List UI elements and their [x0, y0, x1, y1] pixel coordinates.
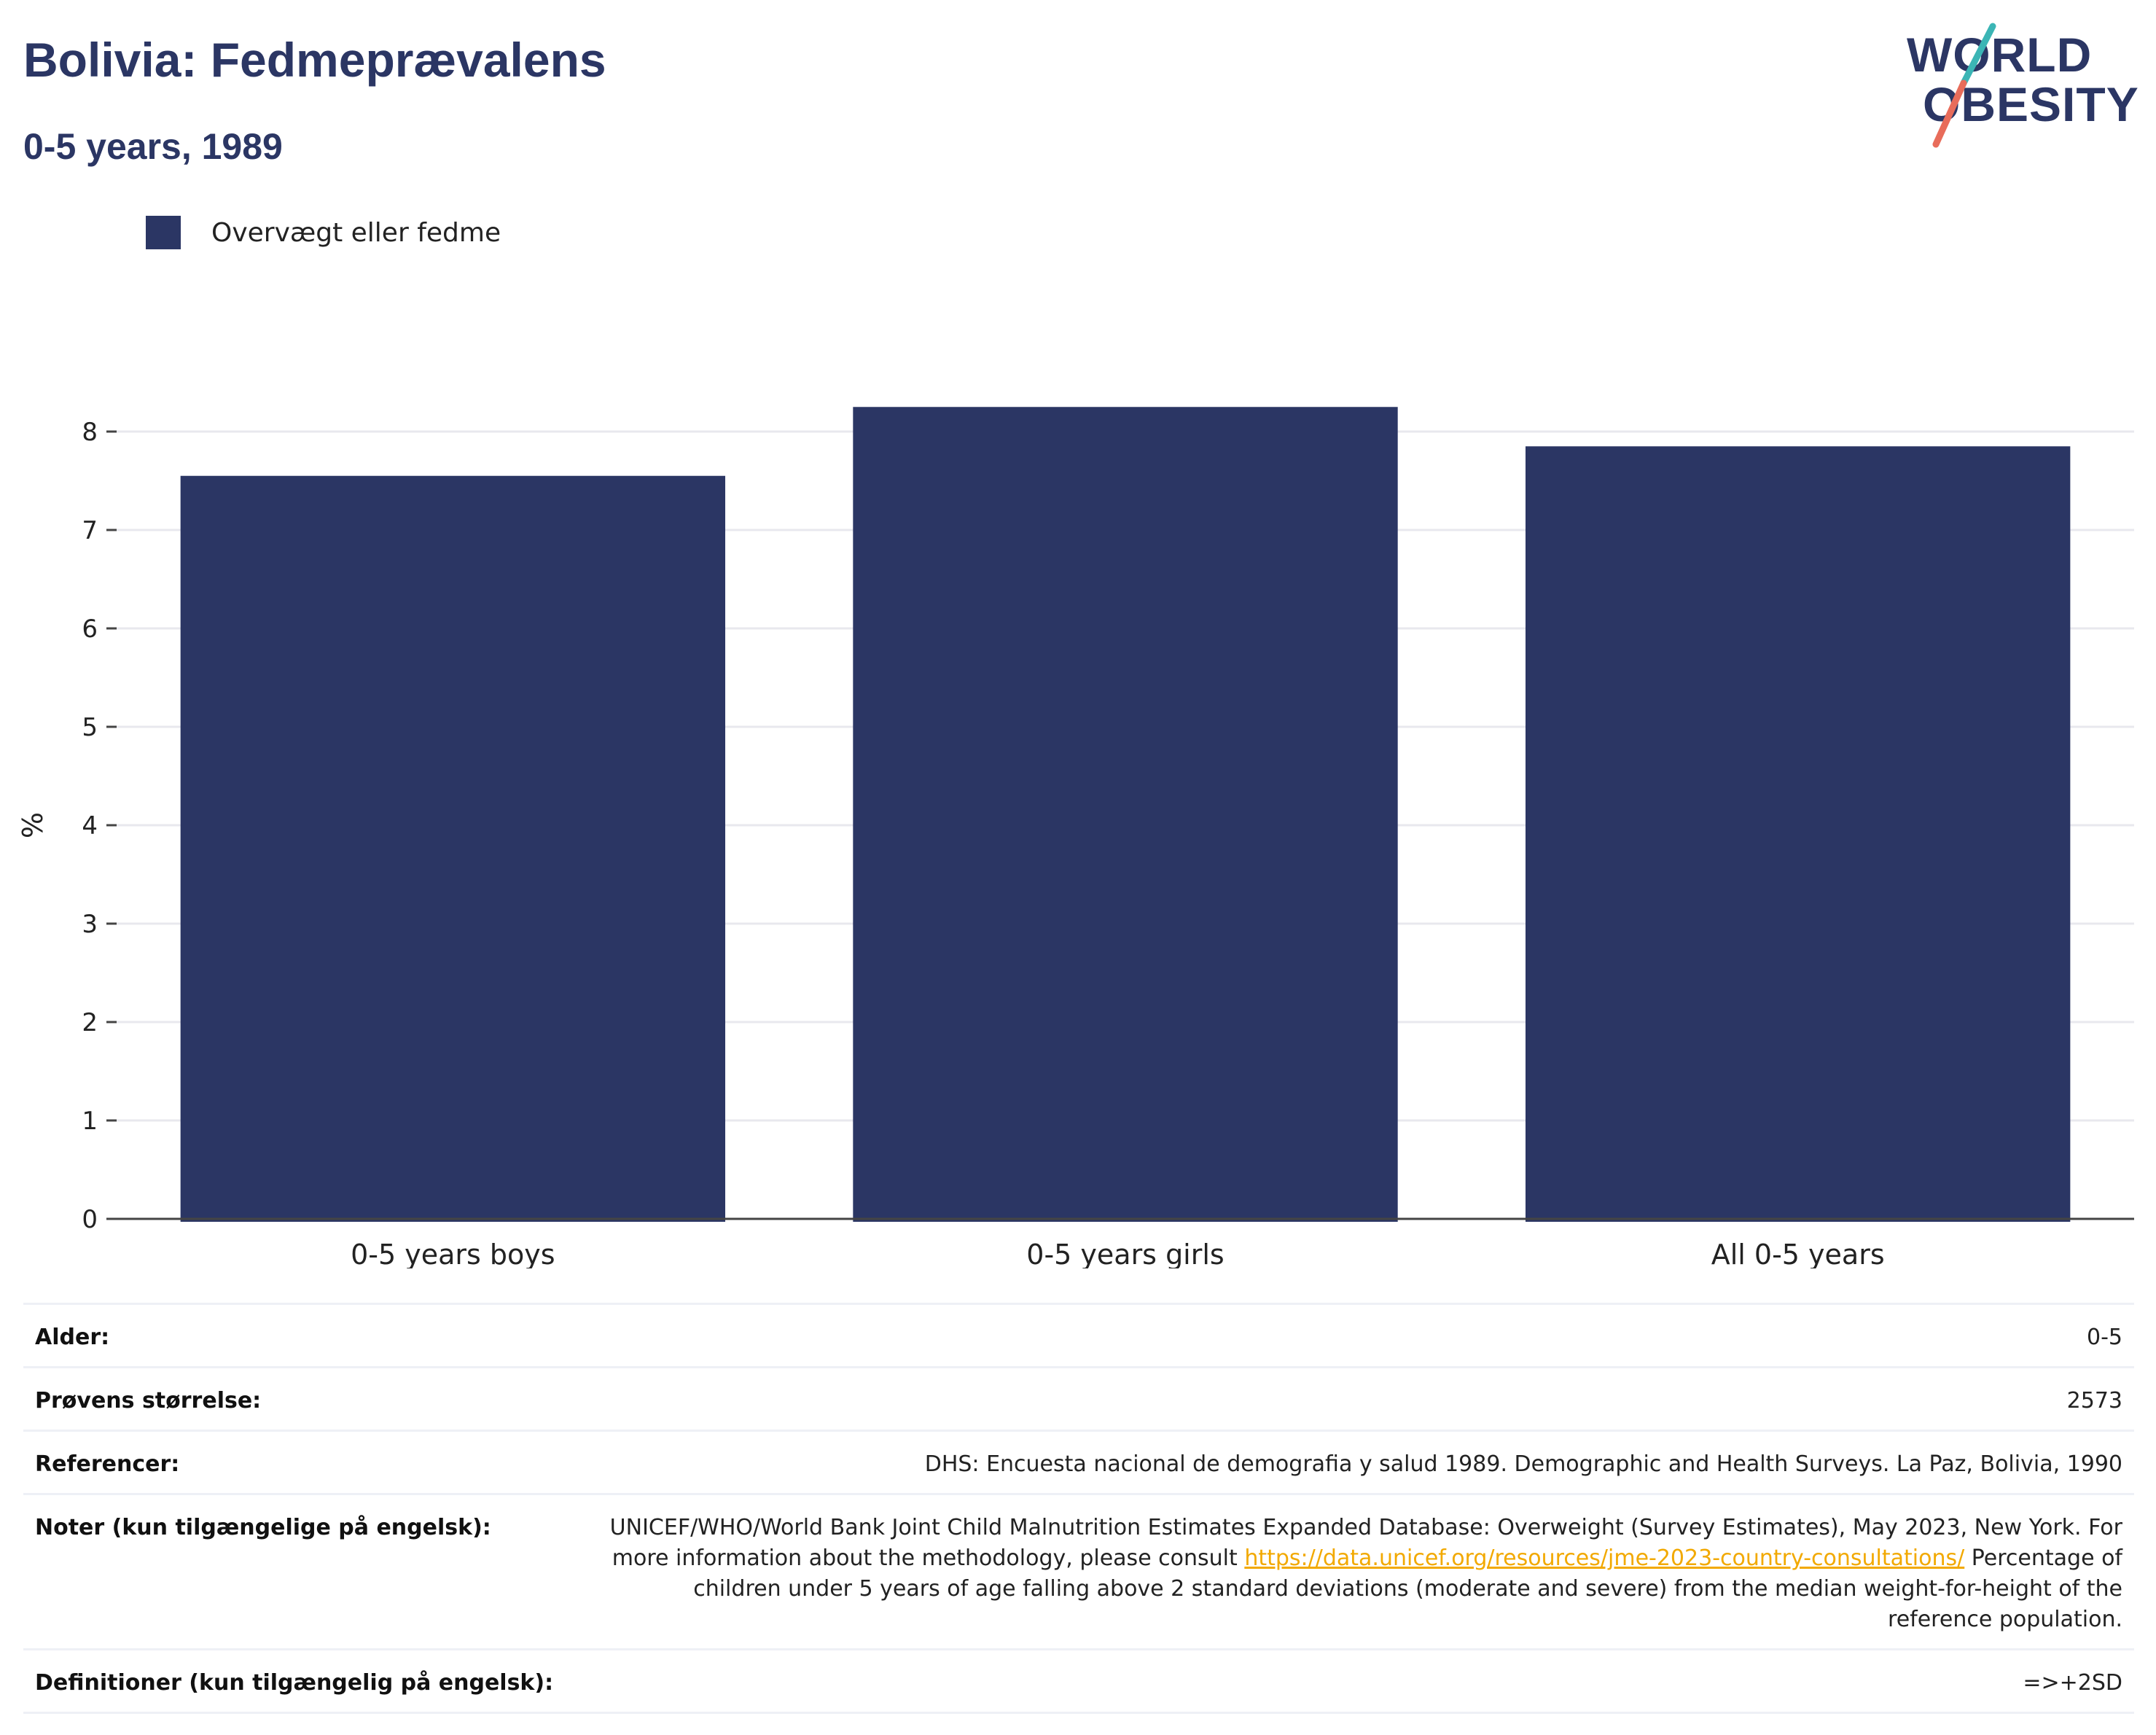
notes-definition-text: Percentage of children under 5 years of … [693, 1545, 2122, 1632]
info-row-references: Referencer: DHS: Encuesta nacional de de… [23, 1430, 2134, 1493]
y-tick-label: 0 [82, 1205, 98, 1234]
y-tick-label: 7 [82, 516, 98, 545]
y-axis-label: % [17, 812, 49, 838]
methodology-link[interactable]: https://data.unicef.org/resources/jme-20… [1244, 1545, 1965, 1571]
x-tick-label: All 0-5 years [1711, 1239, 1885, 1268]
svg-text:WORLD: WORLD [1907, 28, 2092, 82]
info-row-sample: Prøvens størrelse: 2573 [23, 1366, 2134, 1430]
references-value: DHS: Encuesta nacional de demografia y s… [924, 1451, 2122, 1477]
y-tick-label: 6 [82, 615, 98, 644]
age-label: Alder: [35, 1325, 110, 1350]
x-tick-label: 0-5 years girls [1026, 1239, 1224, 1268]
info-row-definitions: Definitioner (kun tilgængelig på engelsk… [23, 1648, 2134, 1714]
info-row-notes: Noter (kun tilgængelige på engelsk): UNI… [23, 1493, 2134, 1648]
bar [180, 475, 726, 1222]
info-table: Alder: 0-5 Prøvens størrelse: 2573 Refer… [23, 1303, 2134, 1714]
y-tick-label: 8 [82, 418, 98, 447]
x-tick-label: 0-5 years boys [351, 1239, 555, 1268]
definitions-value: =>+2SD [2023, 1670, 2122, 1696]
y-tick-label: 2 [82, 1008, 98, 1037]
y-tick-label: 4 [82, 811, 98, 841]
y-tick-label: 1 [82, 1107, 98, 1136]
legend-swatch [146, 216, 181, 249]
page-subtitle: 0-5 years, 1989 [23, 126, 283, 167]
info-row-age: Alder: 0-5 [23, 1303, 2134, 1366]
legend-label: Overvægt eller fedme [211, 217, 501, 248]
definitions-label: Definitioner (kun tilgængelig på engelsk… [35, 1670, 554, 1696]
sample-size-label: Prøvens størrelse: [35, 1388, 262, 1414]
world-obesity-logo[interactable]: WORLD OBESITY [1902, 22, 2143, 153]
references-label: Referencer: [35, 1451, 180, 1477]
chart-legend[interactable]: Overvægt eller fedme [146, 216, 501, 249]
notes-text: UNICEF/WHO/World Bank Joint Child Malnut… [609, 1515, 2122, 1571]
notes-value: UNICEF/WHO/World Bank Joint Child Malnut… [592, 1513, 2122, 1635]
world-obesity-logo-graphic: WORLD OBESITY [1907, 23, 2139, 148]
sample-size-value: 2573 [2066, 1388, 2122, 1414]
y-tick-label: 3 [82, 910, 98, 939]
bar [1525, 446, 2071, 1222]
y-tick-label: 5 [82, 713, 98, 742]
page-title: Bolivia: Fedmeprævalens [23, 33, 606, 87]
notes-label: Noter (kun tilgængelige på engelsk): [35, 1515, 491, 1540]
age-value: 0-5 [2087, 1325, 2122, 1350]
bar-chart: 0 1 2 3 4 5 6 7 8% 0-5 years boys 0-5 years girls A… [17, 407, 2134, 1268]
bar [853, 407, 1398, 1222]
